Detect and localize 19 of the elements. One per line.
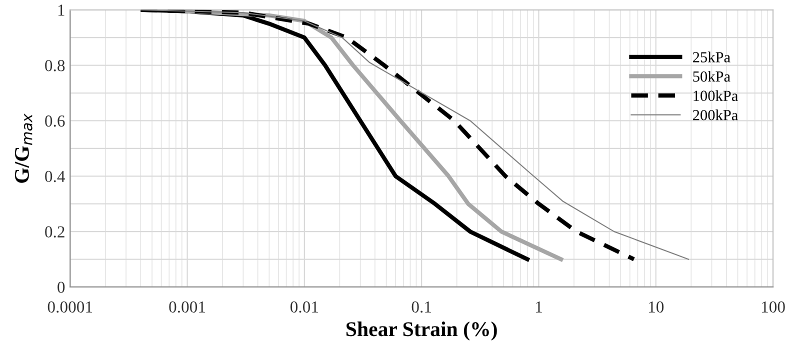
x-tick-label: 100 [762,301,785,313]
legend-label: 50kPa [693,70,730,82]
legend-label: 100kPa [694,90,738,101]
y-tick-label: 0.8 [45,60,65,72]
legend-label: 25kPa [693,52,730,62]
y-tick-label: 0 [58,282,65,293]
y-tick-label: 0.6 [45,115,65,127]
x-tick-label: 1 [536,301,542,312]
legend-label: 200kPa [693,110,738,120]
x-tick-label: 0.0001 [48,301,92,313]
x-tick-label: 0.01 [290,301,318,313]
x-axis-title: Shear Strain (%) [346,322,497,340]
y-tick-label: 0.4 [45,170,66,182]
x-tick-label: 10 [649,301,664,313]
x-tick-label: 0.1 [412,301,431,313]
y-axis-title: G/G$_{max}$ [14,114,32,183]
y-tick-label: 0.2 [45,226,64,238]
y-tick-label: 1 [58,4,64,16]
x-tick-label: 0.001 [169,301,206,313]
